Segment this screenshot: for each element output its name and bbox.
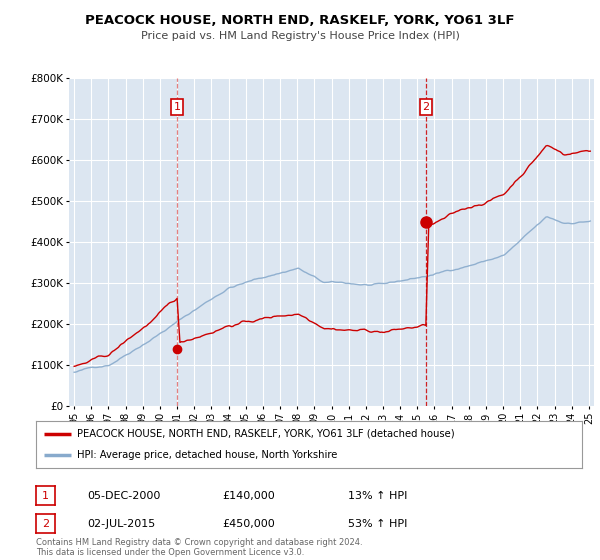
Text: PEACOCK HOUSE, NORTH END, RASKELF, YORK, YO61 3LF (detached house): PEACOCK HOUSE, NORTH END, RASKELF, YORK,… xyxy=(77,428,455,438)
Text: 1: 1 xyxy=(173,102,181,112)
Text: 02-JUL-2015: 02-JUL-2015 xyxy=(87,519,155,529)
Text: £450,000: £450,000 xyxy=(222,519,275,529)
Text: 13% ↑ HPI: 13% ↑ HPI xyxy=(348,491,407,501)
Text: 1: 1 xyxy=(42,491,49,501)
Text: 2: 2 xyxy=(42,519,49,529)
Text: HPI: Average price, detached house, North Yorkshire: HPI: Average price, detached house, Nort… xyxy=(77,450,337,460)
Text: 2: 2 xyxy=(422,102,430,112)
Text: 53% ↑ HPI: 53% ↑ HPI xyxy=(348,519,407,529)
Text: Price paid vs. HM Land Registry's House Price Index (HPI): Price paid vs. HM Land Registry's House … xyxy=(140,31,460,41)
Text: Contains HM Land Registry data © Crown copyright and database right 2024.
This d: Contains HM Land Registry data © Crown c… xyxy=(36,538,362,557)
Text: PEACOCK HOUSE, NORTH END, RASKELF, YORK, YO61 3LF: PEACOCK HOUSE, NORTH END, RASKELF, YORK,… xyxy=(85,14,515,27)
Text: £140,000: £140,000 xyxy=(222,491,275,501)
Text: 05-DEC-2000: 05-DEC-2000 xyxy=(87,491,160,501)
